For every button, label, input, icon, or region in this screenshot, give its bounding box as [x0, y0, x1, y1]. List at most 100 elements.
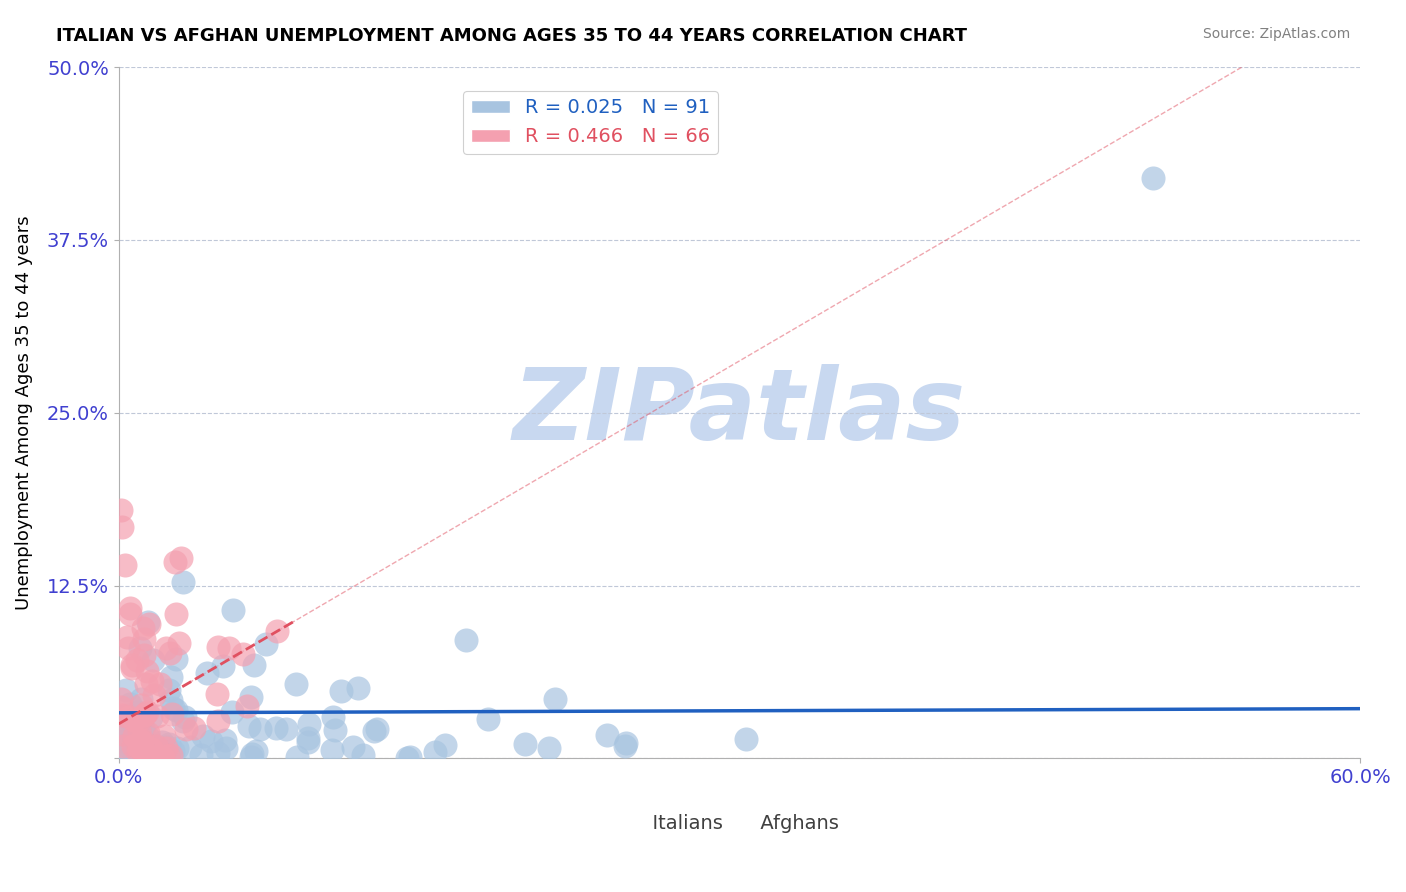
Point	[131, 733, 153, 747]
Point	[157, 683, 180, 698]
Point	[111, 709, 134, 723]
Point	[114, 738, 136, 752]
Point	[322, 710, 344, 724]
Point	[129, 698, 152, 712]
Point	[172, 575, 194, 590]
Point	[129, 734, 152, 748]
Point	[117, 708, 139, 723]
Point	[132, 648, 155, 663]
Point	[266, 624, 288, 639]
Point	[114, 558, 136, 572]
Point	[153, 729, 176, 743]
Point	[136, 706, 159, 720]
Point	[127, 747, 149, 761]
Point	[240, 747, 263, 761]
Point	[163, 555, 186, 569]
Text: ZIPatlas: ZIPatlas	[513, 364, 966, 461]
Point	[165, 703, 187, 717]
Point	[165, 652, 187, 666]
Point	[264, 721, 287, 735]
Point	[207, 746, 229, 760]
Point	[596, 728, 619, 742]
Point	[433, 738, 456, 752]
Point	[162, 743, 184, 757]
Point	[399, 750, 422, 764]
Point	[131, 621, 153, 635]
Point	[118, 607, 141, 621]
Point	[139, 749, 162, 764]
Point	[285, 750, 308, 764]
Point	[159, 646, 181, 660]
Point	[138, 617, 160, 632]
Point	[205, 687, 228, 701]
Point	[127, 747, 149, 761]
Point	[363, 723, 385, 738]
Legend: R = 0.025   N = 91, R = 0.466   N = 66: R = 0.025 N = 91, R = 0.466 N = 66	[463, 91, 718, 154]
Point	[243, 657, 266, 672]
Point	[735, 732, 758, 747]
Point	[160, 670, 183, 684]
Point	[155, 641, 177, 656]
Point	[160, 747, 183, 762]
Point	[117, 641, 139, 656]
Point	[138, 741, 160, 756]
Point	[134, 708, 156, 723]
Point	[118, 710, 141, 724]
Point	[395, 751, 418, 765]
Point	[111, 708, 134, 723]
Point	[142, 653, 165, 667]
Point	[111, 739, 134, 753]
Point	[118, 698, 141, 712]
Point	[347, 681, 370, 695]
Text: ITALIAN VS AFGHAN UNEMPLOYMENT AMONG AGES 35 TO 44 YEARS CORRELATION CHART: ITALIAN VS AFGHAN UNEMPLOYMENT AMONG AGE…	[56, 27, 967, 45]
Point	[366, 722, 388, 736]
Point	[110, 692, 132, 706]
Point	[207, 714, 229, 729]
Point	[135, 735, 157, 749]
Point	[132, 721, 155, 735]
Point	[114, 683, 136, 698]
Point	[117, 747, 139, 761]
Point	[124, 713, 146, 727]
Point	[118, 600, 141, 615]
Point	[297, 735, 319, 749]
Point	[214, 732, 236, 747]
Point	[134, 706, 156, 721]
Point	[221, 705, 243, 719]
Point	[330, 684, 353, 698]
Point	[131, 742, 153, 756]
Point	[172, 714, 194, 729]
Point	[153, 745, 176, 759]
Point	[157, 749, 180, 764]
Point	[190, 748, 212, 763]
Point	[127, 714, 149, 728]
Point	[129, 692, 152, 706]
Point	[125, 653, 148, 667]
Point	[121, 723, 143, 737]
Point	[139, 741, 162, 756]
Point	[195, 666, 218, 681]
Point	[239, 690, 262, 705]
Point	[1142, 170, 1164, 185]
Point	[110, 720, 132, 734]
Point	[138, 748, 160, 763]
Point	[112, 734, 135, 748]
Point	[239, 750, 262, 764]
Point	[538, 740, 561, 755]
Point	[298, 717, 321, 731]
Point	[122, 751, 145, 765]
Point	[170, 550, 193, 565]
Point	[236, 698, 259, 713]
Point	[149, 677, 172, 691]
Point	[513, 737, 536, 751]
Point	[160, 707, 183, 722]
Point	[142, 688, 165, 702]
Point	[162, 701, 184, 715]
Point	[614, 736, 637, 750]
Point	[110, 727, 132, 741]
Point	[456, 632, 478, 647]
Point	[139, 710, 162, 724]
Point	[297, 731, 319, 746]
Point	[342, 740, 364, 755]
Point	[127, 741, 149, 756]
